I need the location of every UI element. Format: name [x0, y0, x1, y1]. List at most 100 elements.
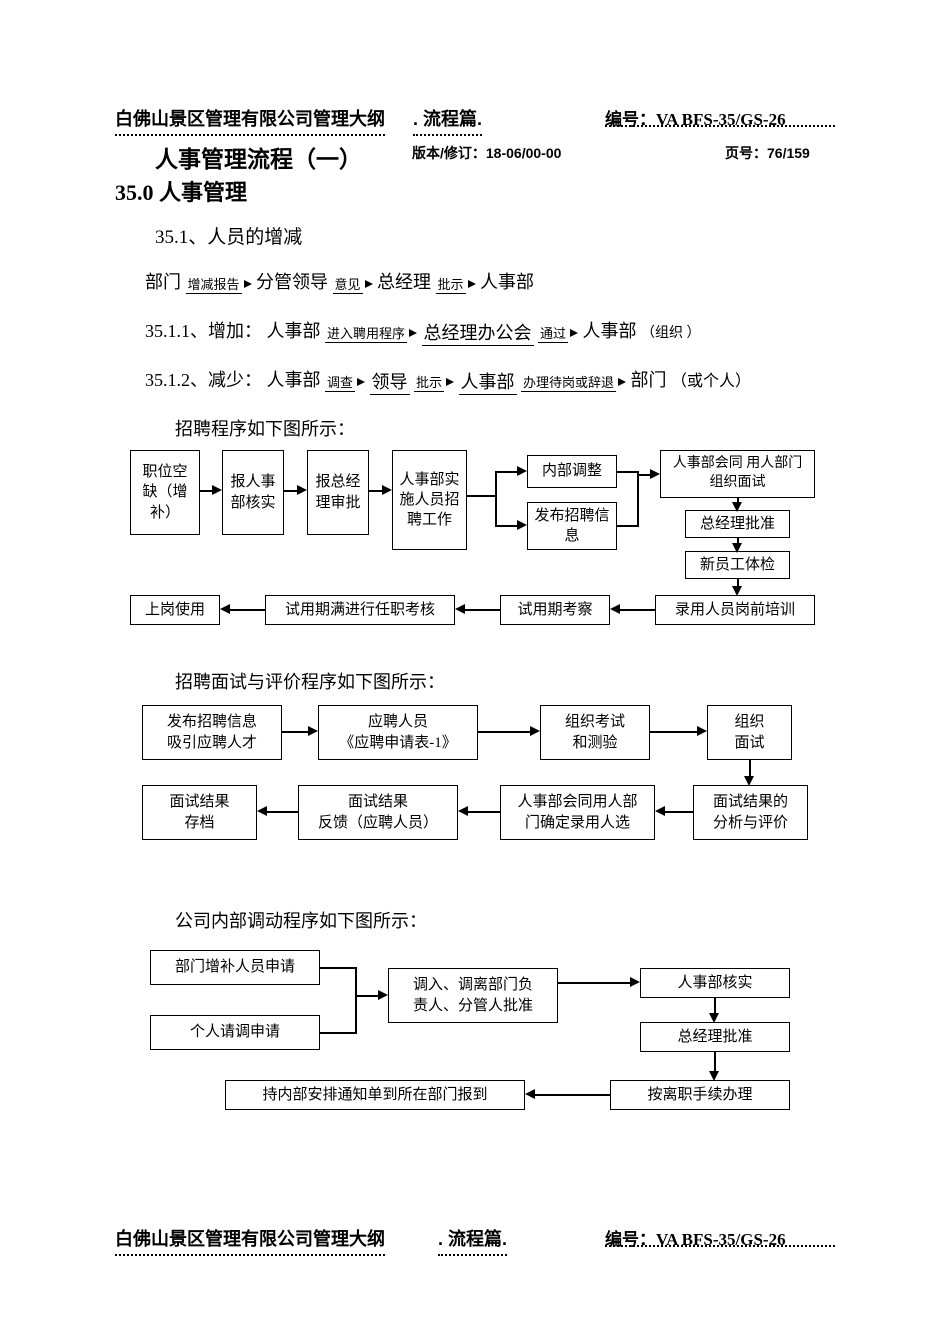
c2-n5b: 分析与评价 — [713, 815, 788, 831]
c3-n3b: 责人、分管人批准 — [413, 998, 533, 1014]
arrow-icon — [630, 977, 640, 987]
c1-arrow — [465, 609, 500, 611]
flow3-p1: 人事部 — [267, 370, 321, 390]
c3-n3a: 调入、调离部门负 — [413, 977, 533, 993]
c2-node-analysis: 面试结果的分析与评价 — [693, 785, 808, 840]
c3-arrow — [355, 967, 357, 1034]
c1-arrow — [637, 474, 651, 476]
chart3-title: 公司内部调动程序如下图所示： — [175, 907, 427, 933]
arrow-icon — [744, 776, 754, 786]
c3-arrow — [558, 982, 631, 984]
arrow-icon — [257, 806, 267, 816]
flow3-a2: 批示 — [414, 372, 444, 392]
arrow-icon — [357, 378, 365, 386]
c3-node-hr-verify: 人事部核实 — [640, 968, 790, 998]
flow3-a1: 调查 — [325, 372, 355, 392]
c1-node-training: 录用人员岗前培训 — [655, 595, 815, 625]
c1-node-medical: 新员工体检 — [685, 551, 790, 579]
flow3-p4-suffix: （或个人） — [671, 373, 751, 390]
c1-arrow — [617, 471, 637, 473]
arrow-icon — [455, 604, 465, 614]
c1-node-vacancy: 职位空缺（增补） — [130, 450, 200, 535]
flow-line-2: 35.1.1、增加： 人事部 进入聘用程序 总经理办公会 通过 人事部 （组织 … — [145, 317, 701, 346]
arrow-icon — [732, 586, 742, 596]
heading-35-1-2-num: 35.1.2、 — [145, 370, 208, 390]
flow2-p1: 人事部 — [267, 321, 321, 341]
arrow-icon — [382, 485, 392, 495]
arrow-icon — [570, 329, 578, 337]
heading-35-1-1-num: 35.1.1、 — [145, 321, 208, 341]
c2-n2a: 应聘人员 — [368, 714, 428, 730]
c1-node-gm-approve: 报总经理审批 — [307, 450, 369, 535]
c3-node-approve: 调入、调离部门负责人、分管人批准 — [388, 968, 558, 1023]
flow1-a2: 意见 — [333, 274, 363, 294]
heading-35-1-2-text: 减少： — [208, 370, 262, 390]
flow-line-1: 部门 增减报告 分管领导 意见 总经理 批示 人事部 — [145, 268, 534, 294]
flow3-p4: 部门 — [631, 370, 667, 390]
flow1-a1: 增减报告 — [186, 274, 242, 294]
c3-node-dept-apply: 部门增补人员申请 — [150, 950, 320, 985]
document-page: 白佛山景区管理有限公司管理大纲 . 流程篇. 编号：VA BFS-35/GS-2… — [0, 0, 945, 1337]
c2-n3a: 组织考试 — [565, 714, 625, 730]
c1-arrow — [495, 471, 497, 526]
arrow-icon — [709, 1013, 719, 1023]
arrow-icon — [732, 502, 742, 512]
flow2-p3: 人事部 — [583, 321, 637, 341]
c2-arrow — [267, 811, 298, 813]
arrow-icon — [517, 466, 527, 476]
c3-arrow — [714, 998, 716, 1014]
heading-35-0: 35.0 人事管理 — [115, 175, 247, 207]
c1-arrow — [467, 495, 495, 497]
c2-n6a: 人事部会同用人部 — [517, 794, 637, 810]
c2-n2b: 《应聘申请表-1》 — [339, 735, 457, 751]
c2-n8a: 面试结果 — [169, 794, 229, 810]
c3-arrow — [714, 1052, 716, 1072]
c2-n7a: 面试结果 — [348, 794, 408, 810]
arrow-icon — [244, 280, 252, 288]
c2-n8b: 存档 — [184, 815, 214, 831]
arrow-icon — [220, 604, 230, 614]
c1-node-hr-verify: 报人事部核实 — [222, 450, 284, 535]
c3-node-gm-approve: 总经理批准 — [640, 1022, 790, 1052]
c2-node-interview: 组织面试 — [707, 705, 792, 760]
arrow-icon — [378, 990, 388, 1000]
page-number: 页号：76/159 — [725, 143, 810, 163]
arrow-icon — [212, 485, 222, 495]
footer-org-title: 白佛山景区管理有限公司管理大纲 — [115, 1225, 385, 1256]
c1-arrow — [284, 490, 298, 492]
arrow-icon — [517, 520, 527, 530]
arrow-icon — [732, 543, 742, 553]
c2-node-feedback: 面试结果反馈（应聘人员） — [298, 785, 458, 840]
c2-arrow — [282, 731, 309, 733]
c3-arrow — [535, 1094, 610, 1096]
c1-node-internal-adjust: 内部调整 — [527, 455, 617, 488]
heading-35-1: 35.1、人员的增减 — [155, 222, 302, 249]
c3-node-personal-apply: 个人请调申请 — [150, 1015, 320, 1050]
c1-arrow — [617, 525, 637, 527]
heading-35-0-text: 人事管理 — [159, 180, 247, 205]
flow1-p1: 部门 — [145, 272, 181, 292]
flow2-a2: 通过 — [538, 323, 568, 343]
version-label: 版本/修订： — [412, 145, 486, 161]
chart2-title: 招聘面试与评价程序如下图所示： — [175, 668, 445, 694]
c1-arrow — [620, 609, 655, 611]
c2-n1a: 发布招聘信息 — [167, 714, 257, 730]
flow1-p4: 人事部 — [480, 272, 534, 292]
doc-title: 人事管理流程（一） — [155, 140, 362, 174]
heading-35-1-num: 35.1、 — [155, 227, 207, 248]
header-code-underline — [605, 125, 835, 127]
c2-n7b: 反馈（应聘人员） — [318, 815, 438, 831]
arrow-icon — [525, 1089, 535, 1099]
heading-35-1-text: 人员的增减 — [207, 227, 302, 248]
header-section: . 流程篇. — [413, 105, 482, 136]
c2-arrow — [665, 811, 693, 813]
arrow-icon — [650, 469, 660, 479]
arrow-icon — [468, 280, 476, 288]
arrow-icon — [530, 726, 540, 736]
arrow-icon — [697, 726, 707, 736]
c2-n4a: 组织 — [734, 714, 764, 730]
flow2-a1: 进入聘用程序 — [325, 323, 407, 343]
c2-n5a: 面试结果的 — [713, 794, 788, 810]
c2-node-select: 人事部会同用人部门确定录用人选 — [500, 785, 655, 840]
flow1-p3: 总经理 — [377, 272, 431, 292]
